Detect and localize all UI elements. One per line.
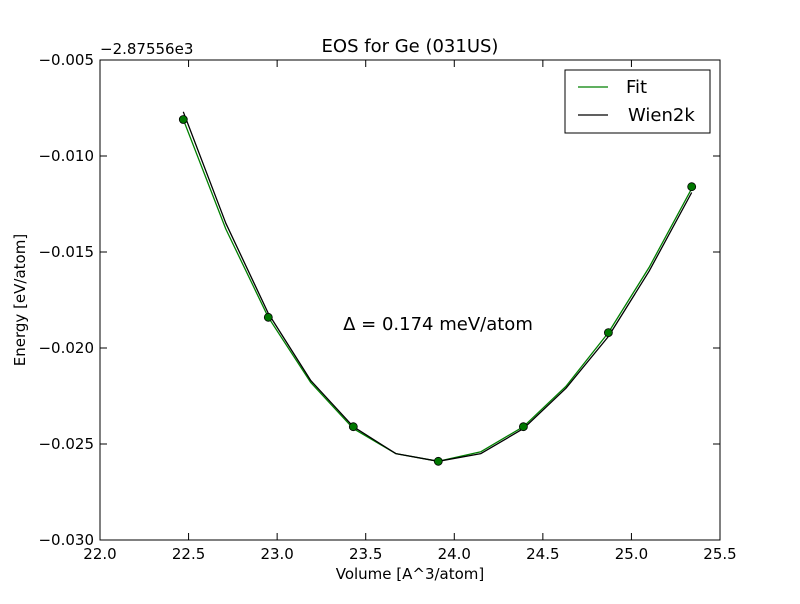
legend: Fit Wien2k (564, 69, 711, 134)
data-point (604, 328, 613, 338)
y-tick-label: −0.010 (38, 147, 94, 165)
x-tick-label: 23.5 (349, 545, 382, 563)
chart-title: EOS for Ge (031US) (322, 36, 499, 57)
y-tick-label: −0.015 (38, 243, 94, 261)
x-tick-label: 22.5 (172, 545, 205, 563)
data-point (687, 182, 697, 192)
data-point (178, 115, 188, 124)
y-axis-label: Energy [eV/atom] (11, 234, 29, 366)
x-tick-label: 24.5 (526, 545, 559, 563)
plot-area: 22.0 22.5 23.0 23.5 24.0 24.5 25.0 25.5 −0.030 −0… (38, 51, 736, 563)
data-point (433, 456, 443, 466)
y-tick-label: −0.025 (38, 435, 94, 453)
data-point (348, 422, 358, 432)
axes-frame (99, 59, 721, 541)
x-tick-label: 22.0 (83, 545, 116, 563)
y-tick-label: −0.030 (38, 531, 94, 549)
legend-label-wien2k: Wien2k (628, 105, 695, 126)
x-tick-label: 25.5 (703, 545, 736, 563)
x-axis-label: Volume [A^3/atom] (336, 565, 485, 583)
x-tick-label: 23.0 (260, 545, 293, 563)
x-tick-label: 25.0 (615, 545, 648, 563)
data-point (519, 422, 528, 432)
data-point (263, 312, 273, 322)
legend-box (564, 69, 711, 134)
delta-annotation: Δ = 0.174 meV/atom (343, 314, 533, 335)
x-tick-label: 24.0 (438, 545, 471, 563)
y-tick-label: −0.020 (38, 339, 94, 357)
y-tick-label: −0.005 (38, 51, 94, 69)
y-axis-offset-label: −2.87556e3 (100, 40, 193, 58)
legend-label-fit: Fit (626, 77, 647, 98)
